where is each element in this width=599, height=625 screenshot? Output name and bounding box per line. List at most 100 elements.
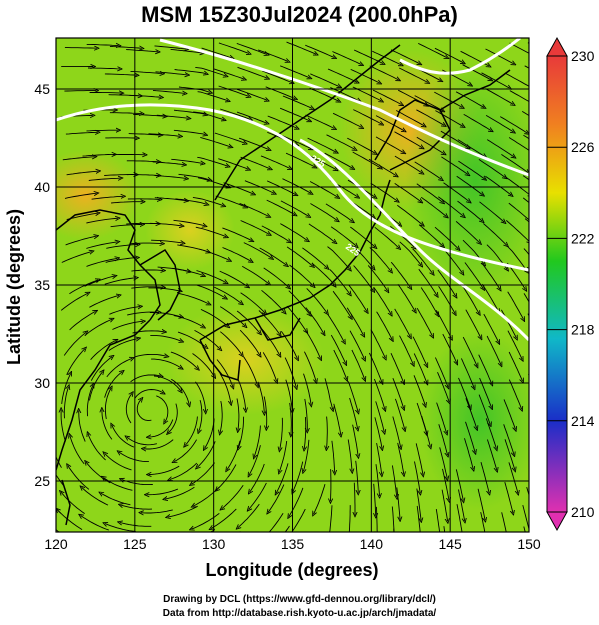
streamline-arrow — [293, 461, 304, 492]
streamline-arrow — [213, 68, 244, 79]
streamline-arrow — [483, 313, 499, 342]
streamline-arrow — [279, 107, 310, 121]
streamline-arrow — [397, 283, 415, 311]
streamline-arrow — [303, 373, 312, 405]
streamline-arrow — [528, 374, 529, 377]
streamline-arrow — [194, 330, 221, 349]
streamline-arrow — [86, 130, 119, 131]
streamline-arrow — [416, 505, 421, 532]
streamline-arrow — [279, 440, 288, 472]
streamline-arrow — [239, 202, 269, 216]
streamline-arrow — [262, 352, 276, 381]
streamline-arrow — [148, 287, 180, 291]
streamline-arrow — [372, 50, 401, 65]
streamline-arrow — [154, 45, 187, 49]
streamline-arrow — [307, 154, 337, 170]
x-axis-label: Longitude (degrees) — [205, 560, 378, 580]
streamline-arrow — [486, 139, 514, 157]
streamline-arrow — [369, 65, 399, 80]
streamline-arrow — [504, 176, 529, 196]
streamline-arrow — [261, 328, 280, 355]
streamline-arrow — [218, 85, 249, 96]
streamline-arrow — [178, 173, 210, 180]
streamline-arrow — [304, 398, 308, 431]
streamline-arrow — [173, 129, 206, 134]
streamline-arrow — [243, 356, 258, 386]
coastline-korea — [139, 248, 181, 321]
streamline-arrow — [66, 349, 85, 375]
streamline-arrow — [219, 270, 248, 287]
streamline-arrow — [310, 73, 339, 87]
y-axis-label: Latitude (degrees) — [4, 209, 24, 365]
streamline-arrow — [237, 379, 246, 410]
streamline-arrow — [532, 353, 546, 382]
longitude-tick-label: 145 — [438, 536, 462, 552]
streamline-arrow — [375, 401, 385, 432]
streamline-arrow — [330, 334, 345, 364]
streamline-arrow — [396, 487, 400, 519]
streamline-arrow — [219, 306, 245, 327]
streamline-arrow — [305, 44, 334, 58]
streamline-arrow — [532, 399, 544, 429]
longitude-tick-label: 130 — [202, 536, 226, 552]
streamline-arrow — [65, 132, 98, 134]
streamline-arrow — [197, 441, 216, 467]
streamline-arrow — [506, 220, 529, 242]
streamline-arrow — [523, 293, 529, 303]
streamline-arrow — [64, 48, 97, 49]
streamline-arrow — [485, 418, 496, 448]
streamline-arrow — [200, 308, 228, 326]
streamline-arrow — [418, 224, 443, 246]
streamline-arrow — [81, 515, 109, 531]
streamline-arrow — [331, 440, 335, 473]
streamline-arrow — [333, 349, 347, 379]
streamline-arrow — [351, 349, 365, 379]
streamline-arrow — [119, 452, 149, 463]
streamline-arrow — [390, 261, 410, 288]
latitude-ticks: 25 30 35 40 45 — [34, 81, 50, 489]
streamline-arrow — [268, 484, 285, 513]
streamline-arrow — [86, 242, 117, 249]
streamline-arrow — [455, 469, 463, 500]
streamline-arrow — [289, 264, 314, 286]
streamline-arrow — [394, 183, 421, 201]
streamline-arrow — [352, 424, 359, 457]
streamline-arrow — [442, 247, 463, 273]
streamline-arrow — [286, 305, 307, 331]
contour-line — [159, 38, 529, 177]
streamline-arrow — [330, 87, 359, 102]
lat-lon-grid — [56, 38, 529, 532]
streamline-arrow — [257, 381, 264, 413]
streamline-arrow — [412, 336, 427, 366]
streamline-arrow — [415, 443, 423, 474]
streamline-arrow — [201, 47, 232, 58]
streamline-arrow — [63, 332, 86, 356]
coastline-kuril — [439, 69, 511, 111]
streamline-arrow — [464, 262, 483, 289]
streamline-arrow — [222, 247, 252, 262]
streamline-arrow — [266, 199, 295, 215]
streamline-arrow — [236, 88, 267, 100]
streamline-arrow — [171, 158, 203, 163]
streamline-arrow — [507, 291, 524, 320]
streamline-arrow — [305, 330, 321, 359]
streamline-arrow — [280, 200, 309, 217]
streamline-arrow — [325, 203, 353, 222]
streamline-arrow — [61, 492, 85, 514]
streamline-arrow — [168, 505, 198, 517]
streamline-arrow — [327, 314, 344, 343]
streamline-arrow — [86, 385, 93, 417]
streamline-arrow — [103, 478, 133, 491]
longitude-ticks: 120 125 130 135 140 145 150 — [44, 536, 541, 552]
streamline-arrow — [374, 226, 399, 248]
streamline-arrow — [282, 178, 312, 194]
streamline-arrow — [375, 464, 380, 496]
streamline-arrow — [499, 116, 527, 134]
streamline-arrow — [238, 137, 269, 149]
coastline-taiwan — [61, 479, 71, 526]
streamline-arrow — [420, 196, 446, 216]
streamline-arrow — [412, 248, 433, 274]
streamline-arrow — [63, 387, 68, 419]
streamline-arrow — [86, 258, 118, 267]
